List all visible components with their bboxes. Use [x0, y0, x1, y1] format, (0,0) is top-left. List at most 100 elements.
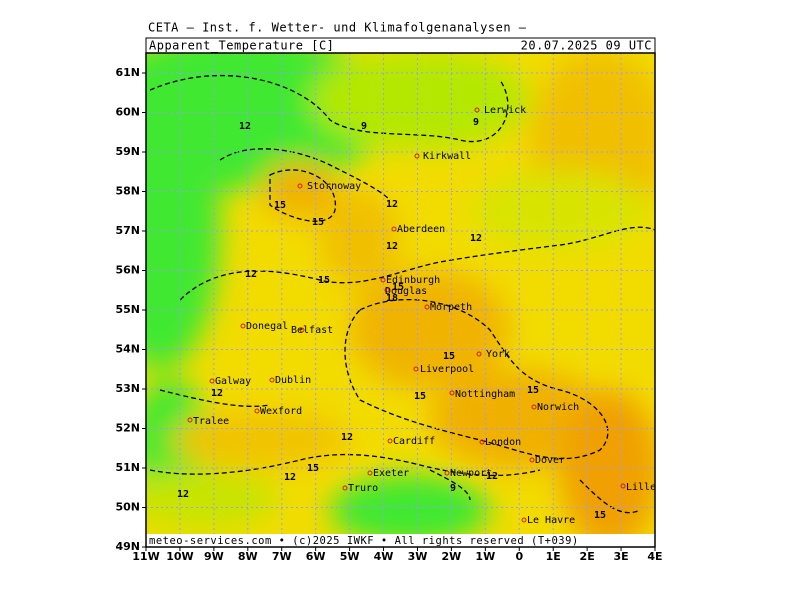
city-label: Cardiff [393, 436, 435, 447]
city-marker [367, 470, 373, 476]
contour-label: 12 [386, 241, 398, 252]
city-marker [391, 226, 397, 232]
x-tick-label: 7W [272, 550, 292, 563]
y-tick-label: 54N [115, 343, 140, 356]
city-marker [476, 351, 482, 357]
x-tick-label: 4W [374, 550, 394, 563]
city-marker [449, 390, 455, 396]
y-tick-label: 53N [115, 382, 140, 395]
city-marker [521, 517, 527, 523]
valid-time: 20.07.2025 09 UTC [521, 39, 652, 53]
x-tick-label: 5W [340, 550, 360, 563]
x-tick-label: 1W [475, 550, 495, 563]
x-tick-label: 6W [306, 550, 326, 563]
y-tick-label: 61N [115, 66, 140, 79]
city-label: Donegal [246, 321, 288, 332]
city-label: Edinburgh [386, 275, 440, 286]
city-label: Lerwick [484, 105, 526, 116]
city-label: Wexford [260, 406, 302, 417]
contour-label: 12 [211, 388, 223, 399]
contour-label: 12 [239, 121, 251, 132]
contour-label: 12 [386, 199, 398, 210]
city-marker [424, 304, 430, 310]
x-tick-label: 11W [132, 550, 159, 563]
city-marker [479, 439, 485, 445]
contour-label: 15 [312, 217, 324, 228]
contour-label: 15 [274, 200, 286, 211]
grid [142, 53, 656, 551]
contour-label: 12 [470, 233, 482, 244]
y-tick-label: 51N [115, 461, 140, 474]
footer-bar [146, 534, 655, 547]
x-tick-label: 4E [647, 550, 662, 563]
city-label: Lille [626, 482, 656, 493]
variable-label: Apparent_Temperature [C] [149, 39, 334, 53]
contour-label: 15 [443, 351, 455, 362]
contour-label: 15 [392, 282, 404, 293]
y-tick-label: 49N [115, 540, 140, 553]
city-marker [254, 408, 260, 414]
contour-label: 12 [245, 269, 257, 280]
contour-label: 12 [284, 472, 296, 483]
x-tick-label: 2W [442, 550, 462, 563]
x-tick-label: 1E [546, 550, 561, 563]
contour-label: 12 [341, 432, 353, 443]
contour-label: 9 [450, 483, 456, 494]
city-marker [414, 153, 420, 159]
city-label: Douglas [385, 286, 427, 297]
contour [149, 74, 509, 201]
city-label: Galway [215, 376, 251, 387]
y-tick-label: 56N [115, 264, 140, 277]
city-label: Morpeth [430, 302, 472, 313]
city-marker [342, 485, 348, 491]
x-tick-label: 9W [204, 550, 224, 563]
city-marker [240, 323, 246, 329]
contour-label: 15 [414, 391, 426, 402]
y-tick-label: 60N [115, 106, 140, 119]
city-label: Dublin [275, 375, 311, 386]
city-label: Belfast [291, 325, 333, 336]
city-label: Truro [348, 483, 378, 494]
city-label: York [486, 349, 510, 360]
city-label: Liverpool [420, 364, 474, 375]
y-tick-label: 55N [115, 303, 140, 316]
city-marker [380, 277, 386, 283]
contour [149, 389, 541, 477]
contour-label: 12 [486, 471, 498, 482]
city-marker [413, 366, 419, 372]
x-tick-label: 2E [580, 550, 595, 563]
footer: meteo-services.com • (c)2025 IWKF • All … [149, 535, 579, 547]
city-marker [187, 417, 193, 423]
city-label: Dover [535, 455, 565, 466]
city-marker [384, 287, 390, 293]
contour-label: 18 [386, 293, 398, 304]
city-label: Kirkwall [423, 151, 471, 162]
x-tick-label: 8W [238, 550, 258, 563]
y-tick-label: 50N [115, 501, 140, 514]
x-tick-label: 3E [613, 550, 628, 563]
contour-label: 15 [594, 510, 606, 521]
map-frame [145, 52, 656, 548]
city-label: London [485, 437, 521, 448]
city-marker [209, 378, 215, 384]
field [146, 53, 655, 547]
x-tick-label: 3W [408, 550, 428, 563]
city-label: Newport [450, 468, 492, 479]
city-marker [269, 377, 275, 383]
contour-label: 9 [473, 117, 479, 128]
contour-label: 15 [307, 463, 319, 474]
contour [269, 169, 641, 514]
city-marker [387, 438, 393, 444]
city-marker [297, 183, 303, 189]
city-label: Tralee [193, 416, 229, 427]
contour-label: 12 [177, 489, 189, 500]
y-tick-label: 52N [115, 422, 140, 435]
city-label: Le Havre [527, 515, 575, 526]
city-marker [531, 404, 537, 410]
x-tick-label: 10W [166, 550, 193, 563]
contour [344, 299, 609, 460]
labels: 11W 10W 9W 8W 7W 6W 5W 4W 3W 2W 1W 0 1E 2E 3E 4E 49N 50N 5… [115, 66, 662, 563]
y-tick-label: 58N [115, 185, 140, 198]
city-label: Exeter [373, 468, 409, 479]
